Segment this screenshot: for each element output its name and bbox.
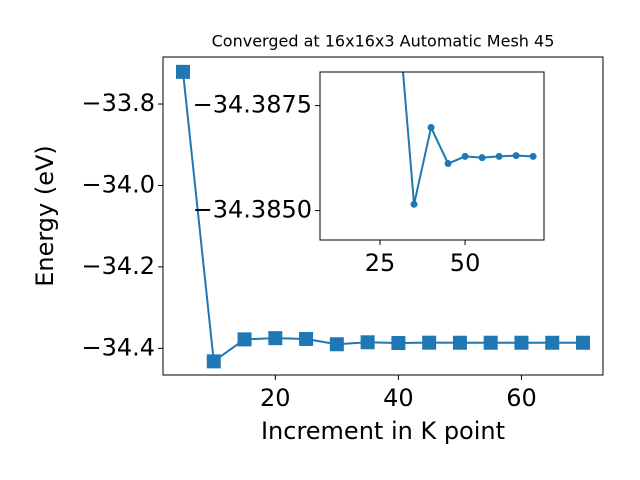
marker (206, 354, 221, 369)
marker (410, 200, 418, 208)
marker (176, 64, 190, 79)
chart-title: Converged at 16x16x3 Automatic Mesh 45 (212, 32, 555, 51)
y-tick-label: −34.3850 (193, 196, 312, 224)
axes-frame (319, 71, 545, 241)
y-tick-label: −34.2 (81, 252, 155, 280)
marker (483, 335, 498, 350)
marker (576, 335, 590, 350)
marker (512, 152, 520, 160)
marker (237, 332, 252, 347)
x-axis-label: Increment in K point (261, 417, 505, 445)
marker (427, 123, 435, 131)
x-tick-label: 20 (260, 384, 291, 412)
y-tick-label: −33.8 (81, 89, 155, 117)
marker (360, 335, 375, 350)
x-tick-label: 25 (365, 249, 396, 277)
marker (452, 335, 467, 350)
marker (391, 336, 406, 351)
marker (514, 335, 529, 350)
plot-layer (394, 0, 537, 208)
y-tick-label: −34.0 (81, 170, 155, 198)
marker (268, 331, 283, 346)
marker (422, 335, 437, 350)
y-tick-label: −34.3875 (193, 91, 312, 119)
marker (329, 337, 344, 352)
axes-frame (162, 56, 604, 376)
y-tick-label: −34.4 (81, 333, 155, 361)
marker (478, 154, 486, 162)
marker (299, 331, 314, 346)
marker (545, 335, 560, 350)
marker (444, 160, 452, 168)
marker (394, 0, 401, 4)
marker (495, 152, 503, 160)
y-axis-label: Energy (eV) (31, 145, 59, 287)
x-tick-label: 60 (506, 384, 537, 412)
marker (461, 152, 469, 160)
plot-layer (176, 64, 590, 369)
x-tick-label: 40 (383, 384, 414, 412)
marker (529, 152, 537, 160)
x-tick-label: 50 (450, 249, 481, 277)
